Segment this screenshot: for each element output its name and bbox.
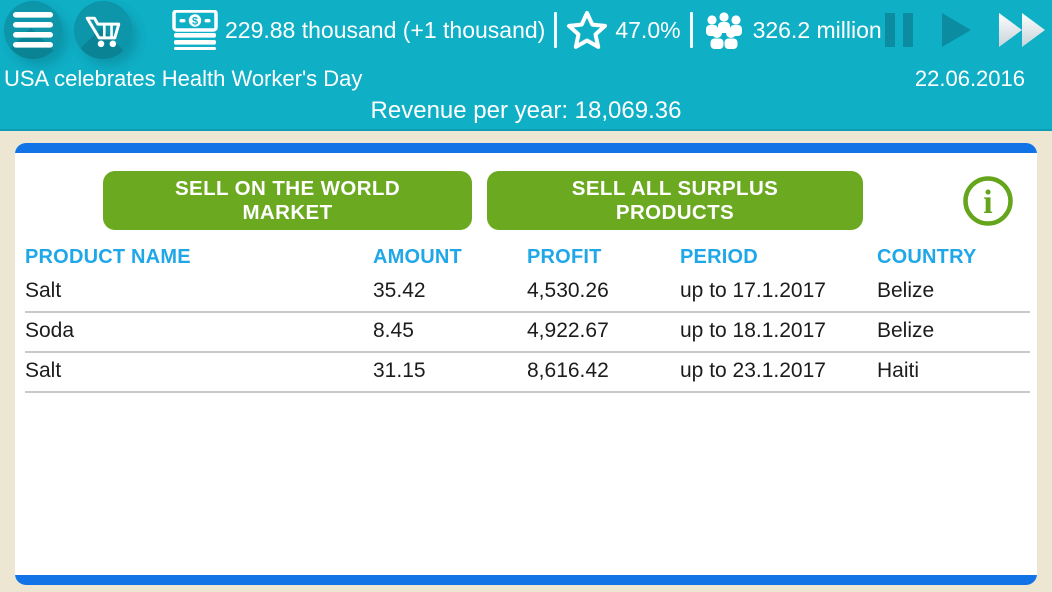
rating-value: 47.0% (615, 16, 681, 43)
shop-button[interactable] (74, 1, 132, 59)
col-header-country: COUNTRY (877, 246, 977, 268)
panel-top-border (15, 143, 1037, 153)
sell-all-surplus-button[interactable]: SELL ALL SURPLUS PRODUCTS (487, 171, 863, 230)
rating-star-icon (567, 11, 608, 49)
money-icon: $ (172, 10, 218, 50)
menu-button[interactable] (4, 1, 62, 59)
table-cell: up to 17.1.2017 (680, 273, 877, 313)
revenue-row: Revenue per year: 18,069.36 (0, 97, 1052, 129)
table-cell: 8.45 (373, 312, 527, 353)
play-icon (941, 13, 971, 47)
fast-forward-button[interactable] (996, 9, 1048, 51)
sell-world-market-button[interactable]: SELL ON THE WORLD MARKET (103, 171, 472, 230)
table-row[interactable]: Salt 31.15 8,616.42 up to 23.1.2017 Haiti (25, 352, 1030, 393)
table-cell: Belize (877, 273, 1030, 313)
table-cell: 8,616.42 (527, 352, 680, 393)
stat-divider (689, 12, 693, 48)
play-button[interactable] (938, 10, 974, 50)
actions-row: SELL ON THE WORLD MARKET SELL ALL SURPLU… (103, 171, 1015, 230)
panel-bottom-border (15, 575, 1037, 585)
col-header-period: PERIOD (680, 246, 758, 268)
table-cell: up to 23.1.2017 (680, 352, 877, 393)
main-area: SELL ON THE WORLD MARKET SELL ALL SURPLU… (0, 131, 1052, 592)
trade-panel-content: SELL ON THE WORLD MARKET SELL ALL SURPLU… (15, 153, 1037, 575)
contracts-table: PRODUCT NAME AMOUNT PROFIT PERIOD COUNTR… (25, 244, 1030, 393)
top-stats: $ 229.88 thousand (+1 thousand) 47.0% (172, 10, 882, 50)
table-cell: Haiti (877, 352, 1030, 393)
table-row[interactable]: Salt 35.42 4,530.26 up to 17.1.2017 Belize (25, 273, 1030, 313)
top-bar-stats-row: $ 229.88 thousand (+1 thousand) 47.0% (0, 0, 1052, 60)
population-icon (705, 12, 742, 49)
revenue-per-year: Revenue per year: 18,069.36 (370, 97, 682, 124)
col-header-product-name: PRODUCT NAME (25, 246, 191, 268)
table-cell: up to 18.1.2017 (680, 312, 877, 353)
col-header-profit: PROFIT (527, 246, 602, 268)
table-cell: 35.42 (373, 273, 527, 313)
shopping-cart-icon (85, 16, 121, 48)
hamburger-menu-icon (13, 12, 53, 48)
table-cell: 4,922.67 (527, 312, 680, 353)
rating-stat[interactable]: 47.0% (566, 10, 681, 50)
pause-icon (884, 13, 913, 47)
stat-divider (554, 12, 558, 48)
population-value: 326.2 million (752, 16, 882, 43)
fast-forward-icon (998, 13, 1045, 47)
table-header-row: PRODUCT NAME AMOUNT PROFIT PERIOD COUNTR… (25, 244, 1030, 273)
svg-text:$: $ (192, 16, 198, 28)
table-cell: 31.15 (373, 352, 527, 393)
top-bar: $ 229.88 thousand (+1 thousand) 47.0% (0, 0, 1052, 131)
table-cell: Belize (877, 312, 1030, 353)
news-row: USA celebrates Health Worker's Day 22.06… (0, 60, 1052, 97)
info-button[interactable]: i (961, 174, 1015, 228)
col-header-amount: AMOUNT (373, 246, 462, 268)
game-date: 22.06.2016 (914, 65, 1025, 91)
money-stat[interactable]: $ 229.88 thousand (+1 thousand) (172, 10, 545, 50)
table-cell: 4,530.26 (527, 273, 680, 313)
population-stat[interactable]: 326.2 million (702, 11, 882, 49)
game-speed-controls (882, 9, 1052, 51)
svg-text:i: i (983, 184, 992, 221)
table-cell: Salt (25, 273, 373, 313)
table-cell: Soda (25, 312, 373, 353)
table-row[interactable]: Soda 8.45 4,922.67 up to 18.1.2017 Belize (25, 312, 1030, 353)
news-ticker[interactable]: USA celebrates Health Worker's Day (4, 65, 363, 91)
trade-panel: SELL ON THE WORLD MARKET SELL ALL SURPLU… (15, 143, 1037, 585)
money-value: 229.88 thousand (+1 thousand) (225, 16, 546, 43)
table-cell: Salt (25, 352, 373, 393)
info-icon: i (963, 175, 1013, 226)
pause-button[interactable] (882, 10, 916, 50)
